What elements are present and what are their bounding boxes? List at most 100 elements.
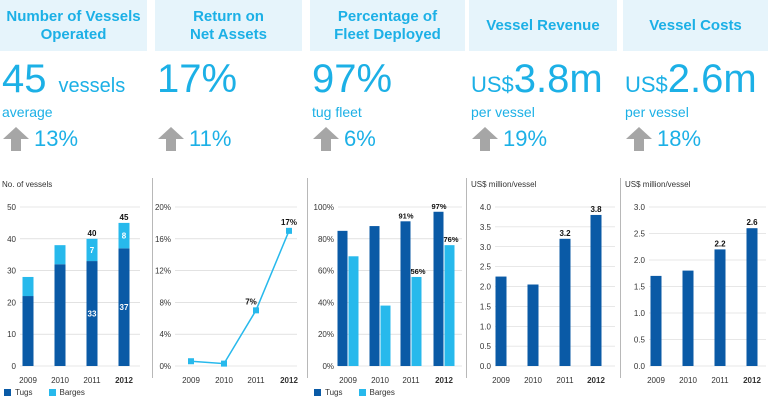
- legend-label-tugs: Tugs: [325, 388, 343, 397]
- bar-barges: [348, 256, 359, 366]
- x-tick-label: 2010: [371, 376, 389, 385]
- up-arrow-icon: [472, 127, 498, 151]
- headline-number: 3.8m: [513, 57, 603, 101]
- panel-title: Return on Net Assets: [190, 7, 267, 43]
- vessel-costs-bar-chart: 0.0 0.5 1.0 1.5 2.0 2.5 3.0 2.2 2.6 2009 2010 2011 2…: [634, 203, 766, 385]
- x-tick-label: 2012: [115, 376, 133, 385]
- panel-return-on-net-assets: Return on Net Assets 17% 11% 0% 4% 8% 12% 16…: [155, 0, 302, 402]
- bar-barges: [380, 305, 391, 366]
- x-tick-label: 2012: [280, 376, 298, 385]
- bar-barges: [118, 222, 130, 249]
- up-arrow-icon: [3, 127, 29, 151]
- panel-divider: [466, 178, 467, 378]
- chart-y-axis-title: No. of vessels: [2, 180, 53, 189]
- fleet-deployed-grouped-bar-chart: 0% 20% 40% 60% 80% 100% 91% 56% 97% 76% 2009 2010 20…: [314, 202, 462, 385]
- chart-y-axis-title: US$ million/vessel: [471, 180, 537, 189]
- bar: [559, 238, 571, 366]
- x-tick-label: 2012: [743, 376, 761, 385]
- up-arrow-icon: [313, 127, 339, 151]
- panel-divider: [620, 178, 621, 378]
- y-tick-label: 2.5: [634, 230, 646, 239]
- panel-header: Return on Net Assets: [155, 0, 302, 51]
- bar-tugs: [337, 230, 348, 366]
- data-label: 2.6: [746, 218, 758, 227]
- bar-barges: [86, 238, 98, 262]
- chart-legend: Tugs Barges: [4, 388, 85, 397]
- x-tick-label: 2010: [215, 376, 233, 385]
- y-tick-label: 0: [12, 362, 17, 371]
- y-tick-label: 0.5: [480, 342, 492, 351]
- y-tick-label: 1.0: [480, 322, 492, 331]
- x-tick-label: 2010: [679, 376, 697, 385]
- headline-value: 17%: [157, 56, 237, 102]
- headline-value: 45 vessels: [2, 56, 125, 109]
- y-tick-label: 12%: [155, 267, 171, 276]
- panel-divider: [152, 178, 153, 378]
- change-percent: 18%: [657, 126, 702, 151]
- panel-vessels-operated: Number of Vessels Operated 45 vessels ave…: [0, 0, 147, 402]
- x-tick-label: 2011: [711, 376, 729, 385]
- headline-subtitle: per vessel: [471, 104, 535, 120]
- y-tick-label: 10: [7, 330, 16, 339]
- y-tick-label: 0%: [159, 362, 171, 371]
- bar: [714, 249, 726, 366]
- data-point: [286, 227, 292, 234]
- legend-label-barges: Barges: [369, 388, 395, 397]
- chart-y-axis-title: US$ million/vessel: [625, 180, 691, 189]
- data-label-barges: 7: [90, 246, 95, 255]
- headline-subtitle: per vessel: [625, 104, 689, 120]
- change-indicator: 6%: [312, 124, 376, 154]
- headline-number: 45: [2, 57, 47, 101]
- data-label-total: 40: [88, 229, 97, 238]
- headline-unit: vessels: [58, 75, 126, 97]
- y-tick-label: 0.0: [634, 362, 646, 371]
- bar-tugs: [433, 211, 444, 366]
- change-indicator: 13%: [2, 124, 78, 154]
- x-tick-label: 2011: [247, 376, 265, 385]
- legend-swatch-barges: [358, 389, 366, 396]
- bar-tugs: [86, 261, 98, 366]
- series-line: [190, 230, 290, 365]
- y-tick-label: 4%: [159, 330, 171, 339]
- data-label-barges: 56%: [410, 267, 425, 276]
- data-point: [221, 360, 227, 367]
- data-label-tugs: 97%: [431, 202, 446, 211]
- bar-tugs: [118, 248, 130, 366]
- bar: [682, 270, 694, 366]
- y-tick-label: 100%: [314, 203, 334, 212]
- bar: [650, 275, 662, 366]
- headline-value: US$2.6m: [625, 56, 757, 108]
- bar-barges: [444, 245, 455, 366]
- bar: [746, 228, 758, 366]
- data-label-tugs: 33: [88, 310, 97, 319]
- data-label-total: 45: [120, 213, 129, 222]
- bar: [590, 214, 602, 366]
- data-label: 2.2: [714, 239, 726, 248]
- headline-currency: US$: [471, 72, 514, 97]
- y-tick-label: 3.0: [480, 243, 492, 252]
- data-point: [253, 307, 259, 314]
- y-tick-label: 16%: [155, 235, 171, 244]
- bar-barges: [411, 276, 422, 366]
- x-tick-label: 2011: [83, 376, 101, 385]
- y-tick-label: 1.5: [634, 283, 646, 292]
- bar-tugs: [22, 296, 34, 366]
- y-tick-label: 0.0: [480, 362, 492, 371]
- x-tick-label: 2012: [587, 376, 605, 385]
- legend-label-barges: Barges: [59, 388, 85, 397]
- data-label: 3.2: [559, 229, 571, 238]
- x-tick-label: 2011: [402, 376, 420, 385]
- panel-title: Vessel Revenue: [486, 16, 600, 34]
- x-tick-label: 2009: [19, 376, 37, 385]
- bar-tugs: [54, 264, 66, 366]
- data-label-tugs: 37: [120, 303, 129, 312]
- change-indicator: 11%: [157, 124, 231, 154]
- up-arrow-icon: [626, 127, 652, 151]
- headline-number: 17%: [157, 57, 238, 101]
- x-tick-label: 2011: [556, 376, 574, 385]
- y-tick-label: 1.0: [634, 309, 646, 318]
- y-tick-label: 20%: [155, 203, 171, 212]
- bar-barges: [22, 276, 34, 297]
- headline-number: 97%: [312, 57, 393, 101]
- data-label-tugs: 91%: [398, 211, 413, 220]
